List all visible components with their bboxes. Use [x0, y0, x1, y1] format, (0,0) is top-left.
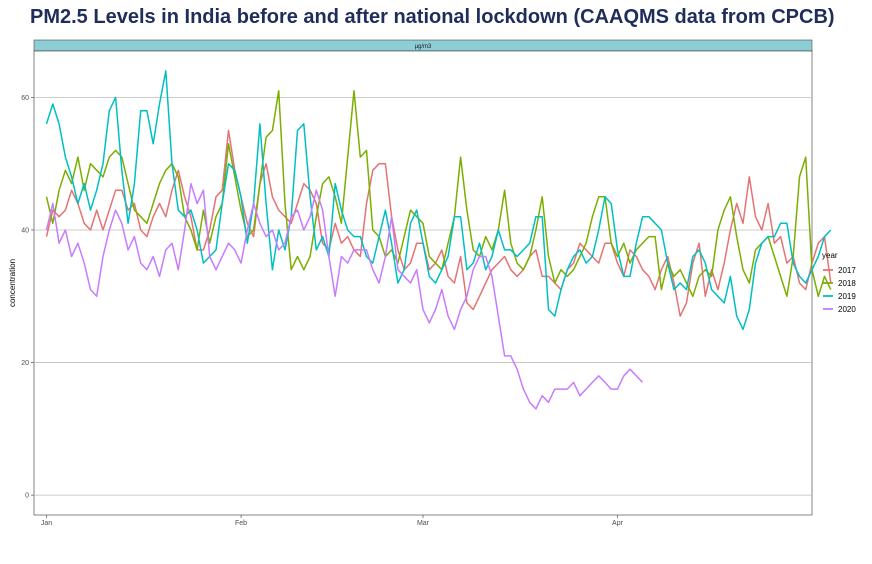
y-tick-label: 0 — [25, 493, 29, 500]
legend-label-2019: 2019 — [838, 292, 856, 301]
x-tick-label: Feb — [235, 520, 247, 527]
series-line-2020 — [45, 182, 644, 410]
x-axis: Jan Feb Mar Apr — [41, 515, 624, 527]
x-tick-label: Jan — [41, 520, 52, 527]
series-line-2018 — [45, 90, 832, 298]
x-tick-label: Apr — [612, 520, 624, 527]
series-line-2019 — [45, 70, 832, 331]
y-axis: 0 20 40 60 — [21, 95, 34, 500]
y-axis-title: concentration — [8, 259, 17, 307]
y-tick-label: 60 — [21, 95, 29, 102]
legend: year 2017 2018 2019 2020 — [822, 251, 856, 314]
series-lines — [45, 70, 832, 410]
legend-label-2017: 2017 — [838, 266, 856, 275]
y-tick-label: 20 — [21, 360, 29, 367]
chart-title: PM2.5 Levels in India before and after n… — [30, 6, 835, 28]
plot-panel — [33, 50, 813, 516]
legend-label-2018: 2018 — [838, 279, 856, 288]
x-tick-label: Mar — [417, 520, 430, 527]
y-tick-label: 40 — [21, 227, 29, 234]
legend-title: year — [822, 251, 838, 260]
legend-label-2020: 2020 — [838, 305, 856, 314]
grid-lines — [34, 97, 812, 496]
facet-strip-label: µg/m3 — [415, 44, 432, 50]
